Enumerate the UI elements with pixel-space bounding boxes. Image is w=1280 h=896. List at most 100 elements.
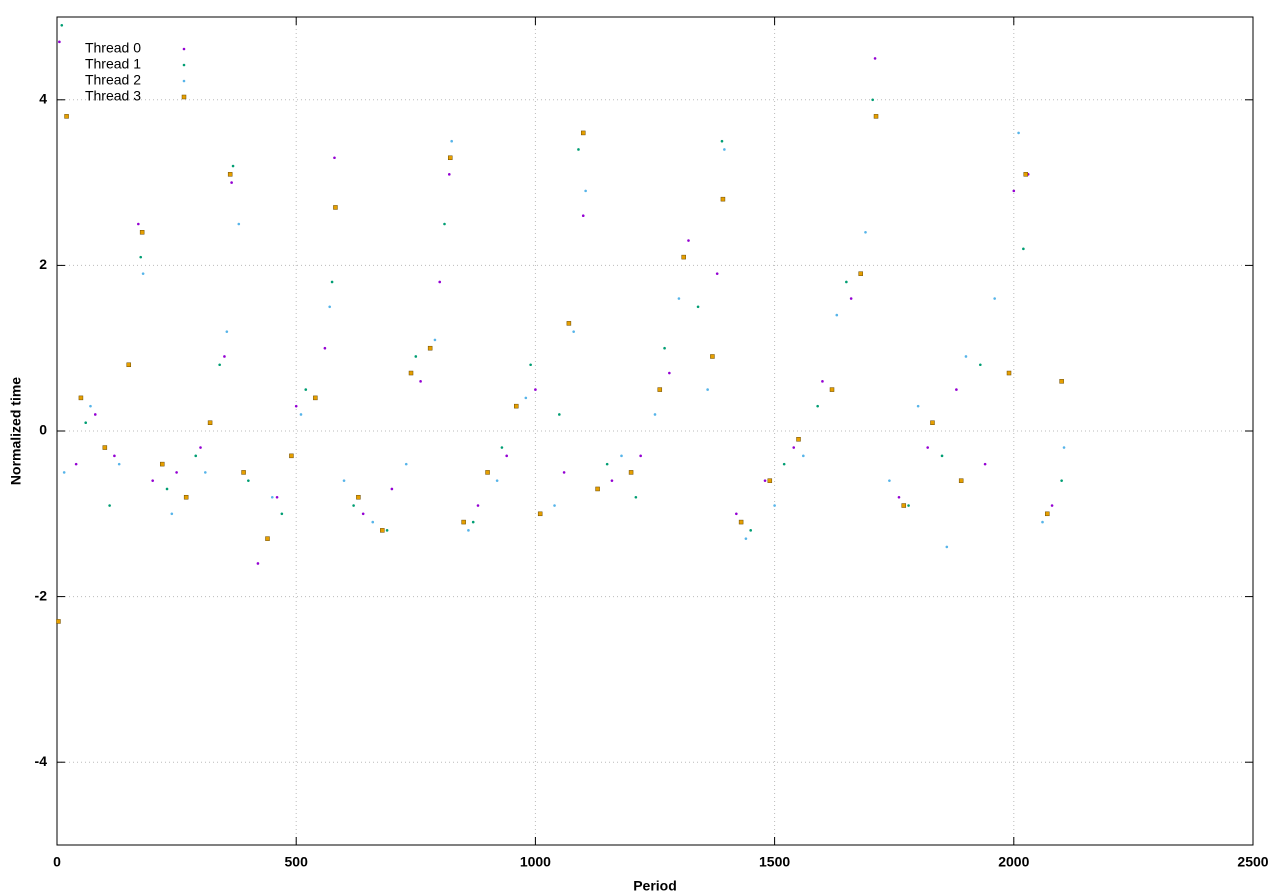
point — [495, 479, 499, 482]
point — [294, 404, 298, 408]
point — [356, 494, 361, 500]
point — [845, 280, 848, 284]
point — [443, 222, 446, 226]
y-tick-label: 2 — [39, 256, 47, 272]
point — [241, 470, 246, 475]
legend-label: Thread 3 — [85, 88, 141, 104]
point — [653, 413, 657, 416]
point — [955, 388, 958, 391]
x-tick-label: 1000 — [520, 854, 551, 870]
point — [352, 504, 355, 507]
point — [595, 486, 600, 492]
point — [577, 148, 580, 151]
point — [230, 181, 233, 184]
point — [668, 371, 671, 375]
point — [888, 479, 891, 482]
point — [1062, 446, 1066, 449]
point — [380, 528, 385, 533]
point — [330, 280, 334, 284]
point — [62, 471, 66, 474]
point — [227, 172, 233, 177]
point — [270, 495, 274, 499]
point — [117, 462, 121, 466]
point — [404, 462, 408, 466]
point — [993, 297, 996, 300]
point — [438, 280, 442, 284]
point — [299, 413, 303, 416]
legend-label: Thread 2 — [85, 72, 141, 88]
point — [78, 395, 84, 401]
point — [170, 512, 174, 516]
point — [796, 437, 801, 442]
x-tick-label: 2000 — [998, 854, 1029, 870]
y-tick-label: 0 — [39, 422, 47, 438]
point — [1041, 520, 1044, 524]
point — [773, 504, 776, 507]
point — [175, 471, 178, 474]
point — [628, 470, 634, 475]
point — [802, 454, 805, 458]
x-tick-label: 1500 — [759, 854, 790, 870]
point — [1045, 511, 1050, 517]
point — [280, 512, 284, 516]
point — [1050, 504, 1054, 507]
point — [247, 479, 250, 482]
point — [137, 222, 140, 226]
point — [584, 189, 587, 193]
point — [558, 413, 561, 416]
point — [873, 57, 877, 60]
legend-marker — [182, 63, 186, 67]
point — [1022, 247, 1025, 251]
x-axis-label: Period — [633, 878, 677, 894]
point — [471, 520, 475, 524]
point — [681, 254, 686, 260]
point — [871, 98, 874, 102]
point — [792, 446, 796, 449]
point — [706, 388, 709, 391]
point — [1023, 172, 1029, 177]
point — [342, 479, 346, 482]
point — [447, 155, 453, 161]
point — [940, 454, 944, 458]
point — [1060, 479, 1063, 482]
point — [225, 330, 229, 333]
point — [849, 297, 853, 300]
point — [710, 354, 715, 359]
point — [223, 355, 226, 358]
point — [385, 529, 389, 532]
point — [566, 321, 572, 326]
x-tick-label: 500 — [285, 854, 309, 870]
point — [687, 239, 690, 242]
point — [467, 529, 470, 532]
point — [605, 462, 609, 466]
point — [979, 363, 982, 367]
point — [323, 346, 327, 350]
point — [720, 196, 726, 202]
legend-label: Thread 1 — [85, 56, 141, 72]
point — [199, 446, 202, 449]
point — [313, 395, 318, 401]
point — [926, 446, 929, 449]
point — [58, 40, 61, 44]
y-tick-label: -2 — [35, 587, 48, 603]
point — [113, 454, 116, 458]
point — [829, 387, 835, 392]
point — [265, 536, 270, 541]
point — [126, 362, 132, 368]
point — [537, 511, 543, 517]
point — [108, 504, 111, 507]
point — [901, 503, 907, 508]
point — [275, 495, 279, 499]
point — [505, 454, 508, 458]
point — [151, 479, 154, 482]
point — [983, 462, 987, 466]
point — [60, 23, 64, 27]
point — [529, 363, 532, 367]
point — [639, 454, 642, 458]
point — [461, 519, 466, 525]
point — [371, 520, 375, 524]
point — [864, 230, 867, 234]
point — [1059, 379, 1064, 384]
point — [159, 461, 165, 467]
